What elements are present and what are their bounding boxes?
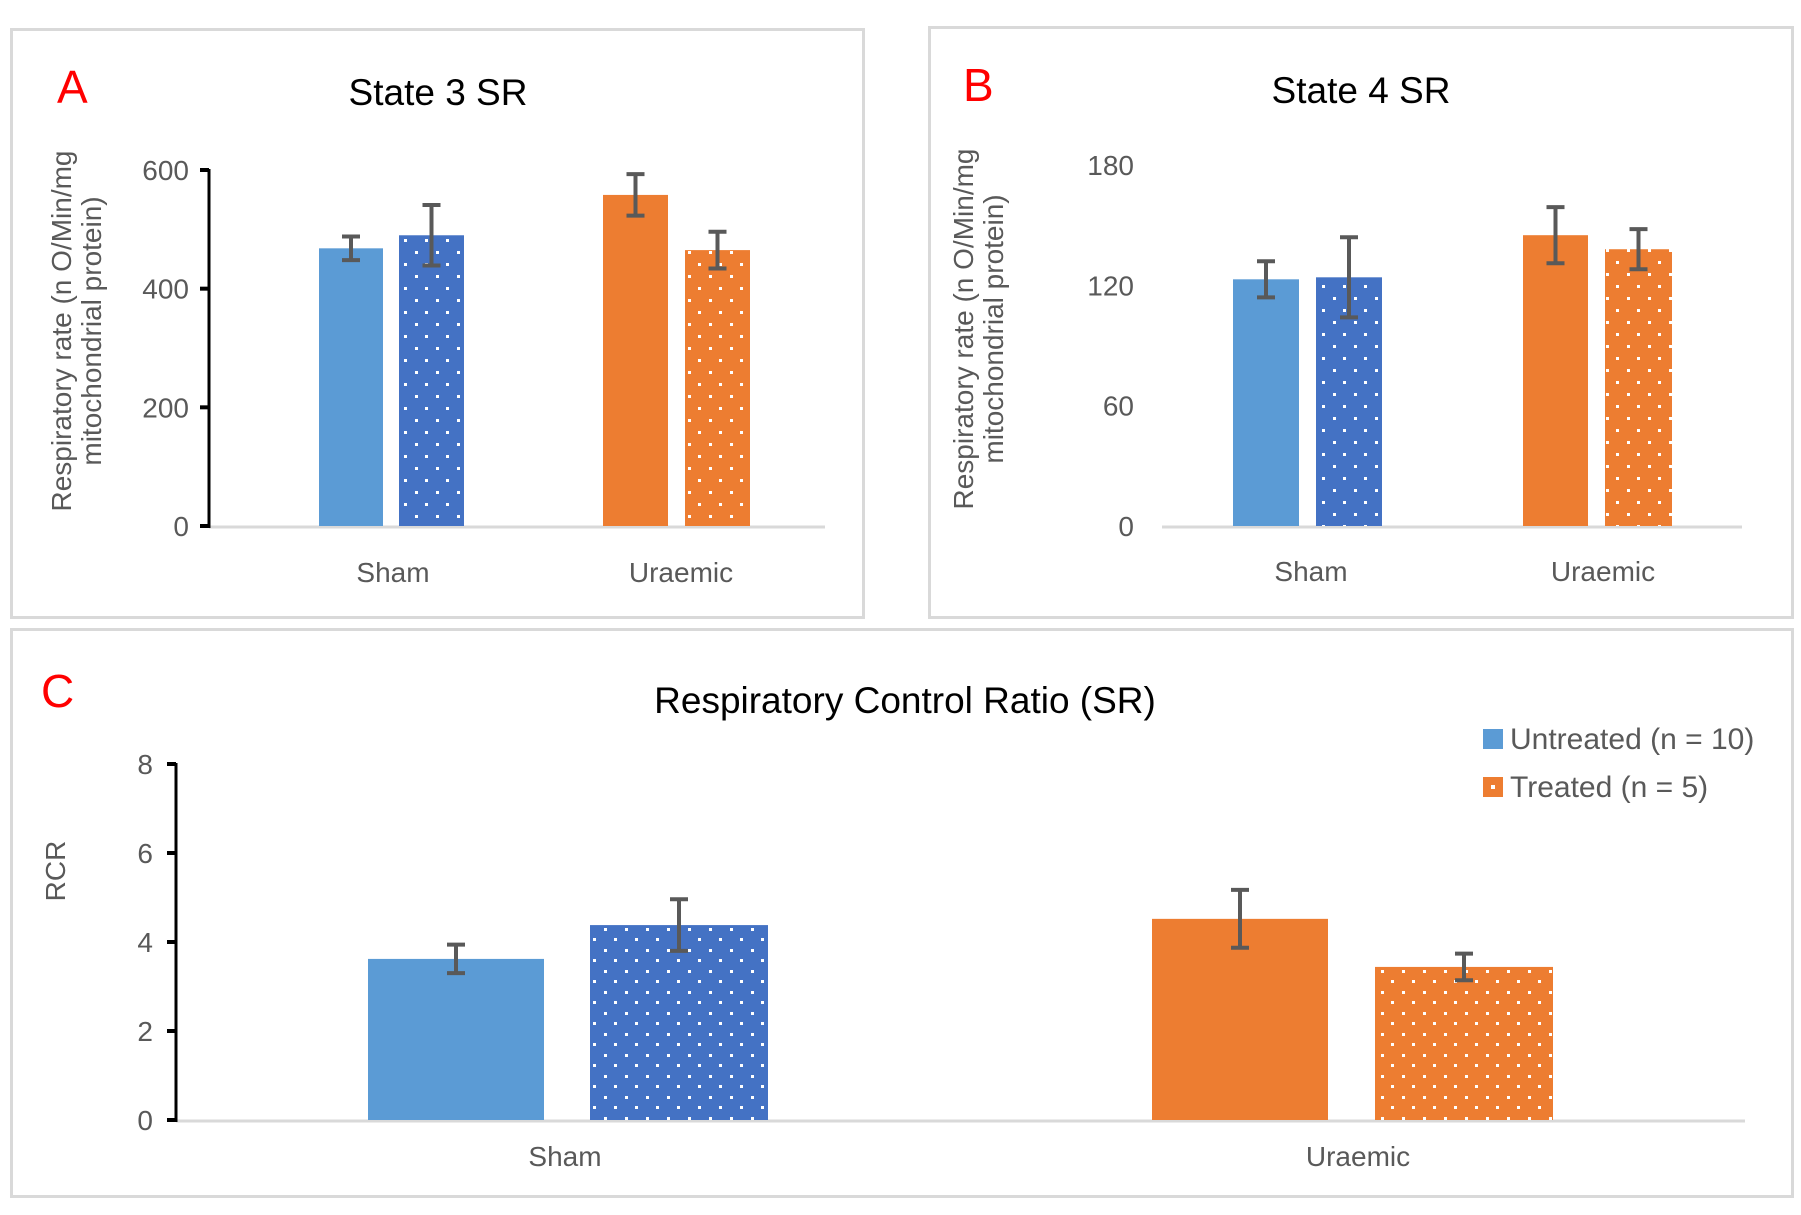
error-bar bbox=[626, 172, 645, 218]
legend-label-treated: Treated (n = 5) bbox=[1510, 771, 1708, 804]
panel-letter-c: C bbox=[41, 665, 74, 717]
error-bar bbox=[1231, 887, 1249, 950]
error-bar bbox=[1455, 951, 1473, 983]
x-category-label: Uraemic bbox=[1306, 1141, 1410, 1172]
y-tick-label: 60 bbox=[1103, 391, 1134, 422]
panel-b: B State 4 SR Respiratory rate (n O/Min/m… bbox=[928, 26, 1794, 619]
bar-uraemic-treated bbox=[1605, 249, 1672, 526]
panel-letter-a: A bbox=[57, 61, 88, 113]
chart-title: State 3 SR bbox=[349, 72, 528, 113]
x-category-label: Uraemic bbox=[629, 557, 733, 588]
x-category-label: Sham bbox=[528, 1141, 601, 1172]
x-category-label: Sham bbox=[1274, 556, 1347, 587]
chart-rcr: C Respiratory Control Ratio (SR) RCR Unt… bbox=[40, 665, 1754, 1172]
y-axis-title-line: mitochondrial protein) bbox=[76, 196, 107, 465]
y-axis-title-line: Respiratory rate (n O/Min/mg bbox=[46, 151, 77, 512]
bar-sham-treated bbox=[590, 925, 768, 1120]
error-bar bbox=[342, 234, 360, 263]
panel-letter-b: B bbox=[963, 59, 994, 111]
chart-title: State 4 SR bbox=[1272, 70, 1451, 111]
error-bar bbox=[708, 229, 727, 271]
y-tick-label: 8 bbox=[137, 749, 153, 780]
chart-state4-sr: B State 4 SR Respiratory rate (n O/Min/m… bbox=[948, 59, 1742, 587]
y-axis-title: Respiratory rate (n O/Min/mg mitochondria… bbox=[948, 149, 1009, 510]
y-tick-label: 0 bbox=[173, 511, 189, 542]
legend: Untreated (n = 10) Treated (n = 5) bbox=[1483, 723, 1754, 804]
y-axis-title: RCR bbox=[40, 841, 71, 902]
error-bar bbox=[422, 203, 441, 268]
y-tick-label: 600 bbox=[142, 155, 189, 186]
y-axis-title-line: Respiratory rate (n O/Min/mg bbox=[948, 149, 979, 510]
y-tick-label: 4 bbox=[137, 927, 153, 958]
y-tick-label: 2 bbox=[137, 1016, 153, 1047]
bar-sham-untreated bbox=[368, 958, 544, 1120]
y-tick-label: 400 bbox=[142, 274, 189, 305]
bar-sham-treated bbox=[399, 235, 464, 526]
error-bar bbox=[447, 942, 465, 976]
y-axis-title: Respiratory rate (n O/Min/mg mitochondria… bbox=[46, 151, 107, 512]
error-bar bbox=[1546, 205, 1565, 266]
panel-c: C Respiratory Control Ratio (SR) RCR Unt… bbox=[10, 628, 1794, 1198]
x-category-label: Sham bbox=[356, 557, 429, 588]
y-axis-title-line: RCR bbox=[40, 841, 71, 902]
error-bar bbox=[1340, 235, 1358, 320]
error-bar bbox=[1629, 227, 1648, 272]
bar-uraemic-untreated bbox=[603, 194, 668, 527]
legend-swatch-untreated bbox=[1483, 729, 1503, 749]
bar-sham-untreated bbox=[319, 248, 383, 526]
legend-label-untreated: Untreated (n = 10) bbox=[1510, 723, 1754, 756]
y-tick-label: 180 bbox=[1087, 150, 1134, 181]
bar-uraemic-treated bbox=[685, 250, 750, 526]
panel-a: A State 3 SR Respiratory rate (n O/Min/m… bbox=[10, 28, 865, 619]
bar-uraemic-untreated bbox=[1152, 918, 1328, 1120]
y-tick-label: 120 bbox=[1087, 270, 1134, 301]
chart-state3-sr: A State 3 SR Respiratory rate (n O/Min/m… bbox=[46, 61, 825, 588]
x-category-label: Uraemic bbox=[1551, 556, 1655, 587]
y-axis-title-line: mitochondrial protein) bbox=[978, 194, 1009, 463]
chart-title: Respiratory Control Ratio (SR) bbox=[654, 680, 1156, 721]
legend-swatch-dot bbox=[1491, 785, 1495, 789]
y-tick-label: 0 bbox=[1118, 511, 1134, 542]
y-tick-label: 200 bbox=[142, 392, 189, 423]
y-tick-label: 6 bbox=[137, 838, 153, 869]
bar-sham-untreated bbox=[1233, 279, 1299, 526]
y-tick-label: 0 bbox=[137, 1105, 153, 1136]
bar-uraemic-treated bbox=[1375, 966, 1553, 1120]
error-bar bbox=[1257, 259, 1275, 300]
error-bar bbox=[670, 897, 688, 953]
bar-uraemic-untreated bbox=[1523, 235, 1588, 526]
